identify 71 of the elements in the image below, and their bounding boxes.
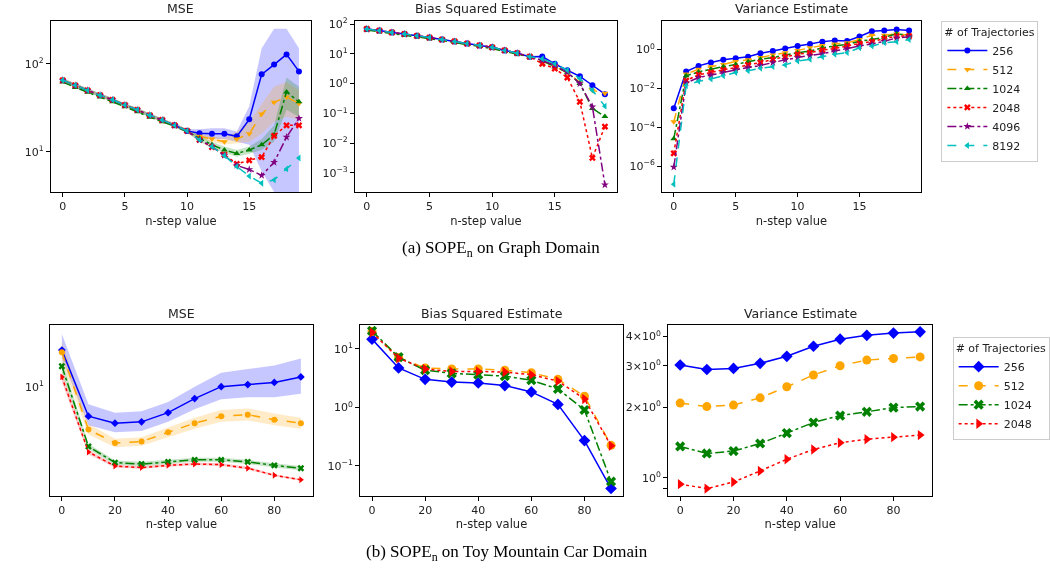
legend-label: 1024 (1003, 399, 1032, 412)
y-tick-label: 10$^{2}$ (24, 56, 44, 71)
x-tick-label: 20 (418, 503, 433, 517)
legend-label: 8192 (992, 139, 1021, 153)
y-tick-label: 10$^{1}$ (328, 46, 348, 61)
y-tick-label: 10$^{−2}$ (322, 135, 348, 150)
x-tick-label: 20 (107, 503, 122, 517)
chart-title: Bias Squared Estimate (415, 1, 557, 16)
legend-label: 4096 (992, 120, 1021, 134)
x-tick-label: 40 (779, 503, 794, 517)
legend-label: 512 (1003, 380, 1025, 393)
x-tick-label: 0 (676, 503, 684, 517)
text: (a) SOPE$_{n}$ on Graph Domain (402, 238, 601, 260)
x-tick-label: 20 (726, 503, 741, 517)
y-tick-label: 10$^{0}$ (328, 75, 348, 91)
x-axis-title: n-step value (764, 517, 836, 532)
x-tick-label: 60 (524, 503, 539, 517)
x-tick-label: 60 (833, 503, 848, 517)
y-tick-label: 10$^{0}$ (635, 41, 655, 57)
y-tick-label: 3×10$^{0}$ (625, 357, 662, 373)
x-tick-label: 40 (471, 503, 486, 517)
legend-label: 2048 (1003, 418, 1032, 431)
x-tick-label: 15 (852, 200, 867, 214)
x-tick-label: 80 (886, 503, 901, 517)
y-tick-label: 10$^{0}$ (333, 399, 353, 415)
y-tick-label: 10$^{1}$ (333, 340, 353, 356)
legend-label: 1024 (992, 82, 1021, 96)
y-tick-label: 4×10$^{0}$ (625, 328, 662, 344)
x-axis-title: n-step value (455, 517, 528, 532)
x-tick-label: 15 (242, 200, 257, 214)
legend-label: 256 (992, 44, 1014, 58)
x-tick-label: 60 (214, 503, 229, 517)
legend-label: 2048 (992, 101, 1021, 115)
legend-title: # of Trajectories (944, 25, 1035, 39)
y-tick-label: 10$^{−4}$ (629, 119, 655, 135)
legend-label: 512 (992, 63, 1014, 77)
x-axis-title: n-step value (450, 213, 522, 228)
x-tick-label: 0 (363, 200, 371, 214)
y-tick-label: 10$^{−6}$ (629, 158, 655, 174)
y-tick-label: 10$^{−1}$ (322, 105, 348, 121)
y-tick-label: 10$^{−1}$ (327, 458, 353, 473)
x-tick-label: 40 (161, 503, 176, 517)
x-tick-label: 10 (485, 200, 500, 214)
x-tick-label: 10 (790, 200, 805, 214)
legend-title: # of Trajectories (955, 342, 1047, 356)
x-axis-title: n-step value (145, 213, 217, 228)
x-tick-label: 0 (670, 200, 678, 214)
x-tick-label: 0 (59, 200, 67, 214)
x-tick-label: 5 (426, 200, 433, 214)
chart-title: MSE (167, 1, 194, 16)
x-tick-label: 0 (368, 503, 376, 517)
legend-label: 256 (1003, 361, 1025, 374)
y-tick-label: 10$^{−2}$ (629, 80, 655, 96)
x-axis-title: n-step value (145, 517, 218, 532)
chart-title: Variance Estimate (744, 306, 858, 321)
x-tick-label: 0 (58, 503, 66, 517)
x-tick-label: 15 (547, 200, 562, 214)
text: (b) SOPE$_{n}$ on Toy Mountain Car Domain (366, 542, 648, 564)
chart-title: MSE (168, 306, 195, 321)
x-tick-label: 5 (121, 200, 129, 214)
y-tick-label: 10$^{0}$ (642, 470, 662, 485)
y-tick-label: 10$^{2}$ (328, 16, 348, 31)
chart-title: Bias Squared Estimate (421, 306, 563, 321)
y-tick-label: 10$^{−3}$ (322, 165, 348, 180)
x-tick-label: 10 (180, 200, 195, 214)
x-axis-title: n-step value (755, 213, 828, 228)
x-tick-label: 80 (577, 503, 592, 517)
x-tick-label: 5 (732, 200, 740, 214)
chart-title: Variance Estimate (735, 1, 849, 16)
x-tick-label: 80 (267, 503, 282, 517)
y-tick-label: 2×10$^{0}$ (625, 399, 662, 414)
